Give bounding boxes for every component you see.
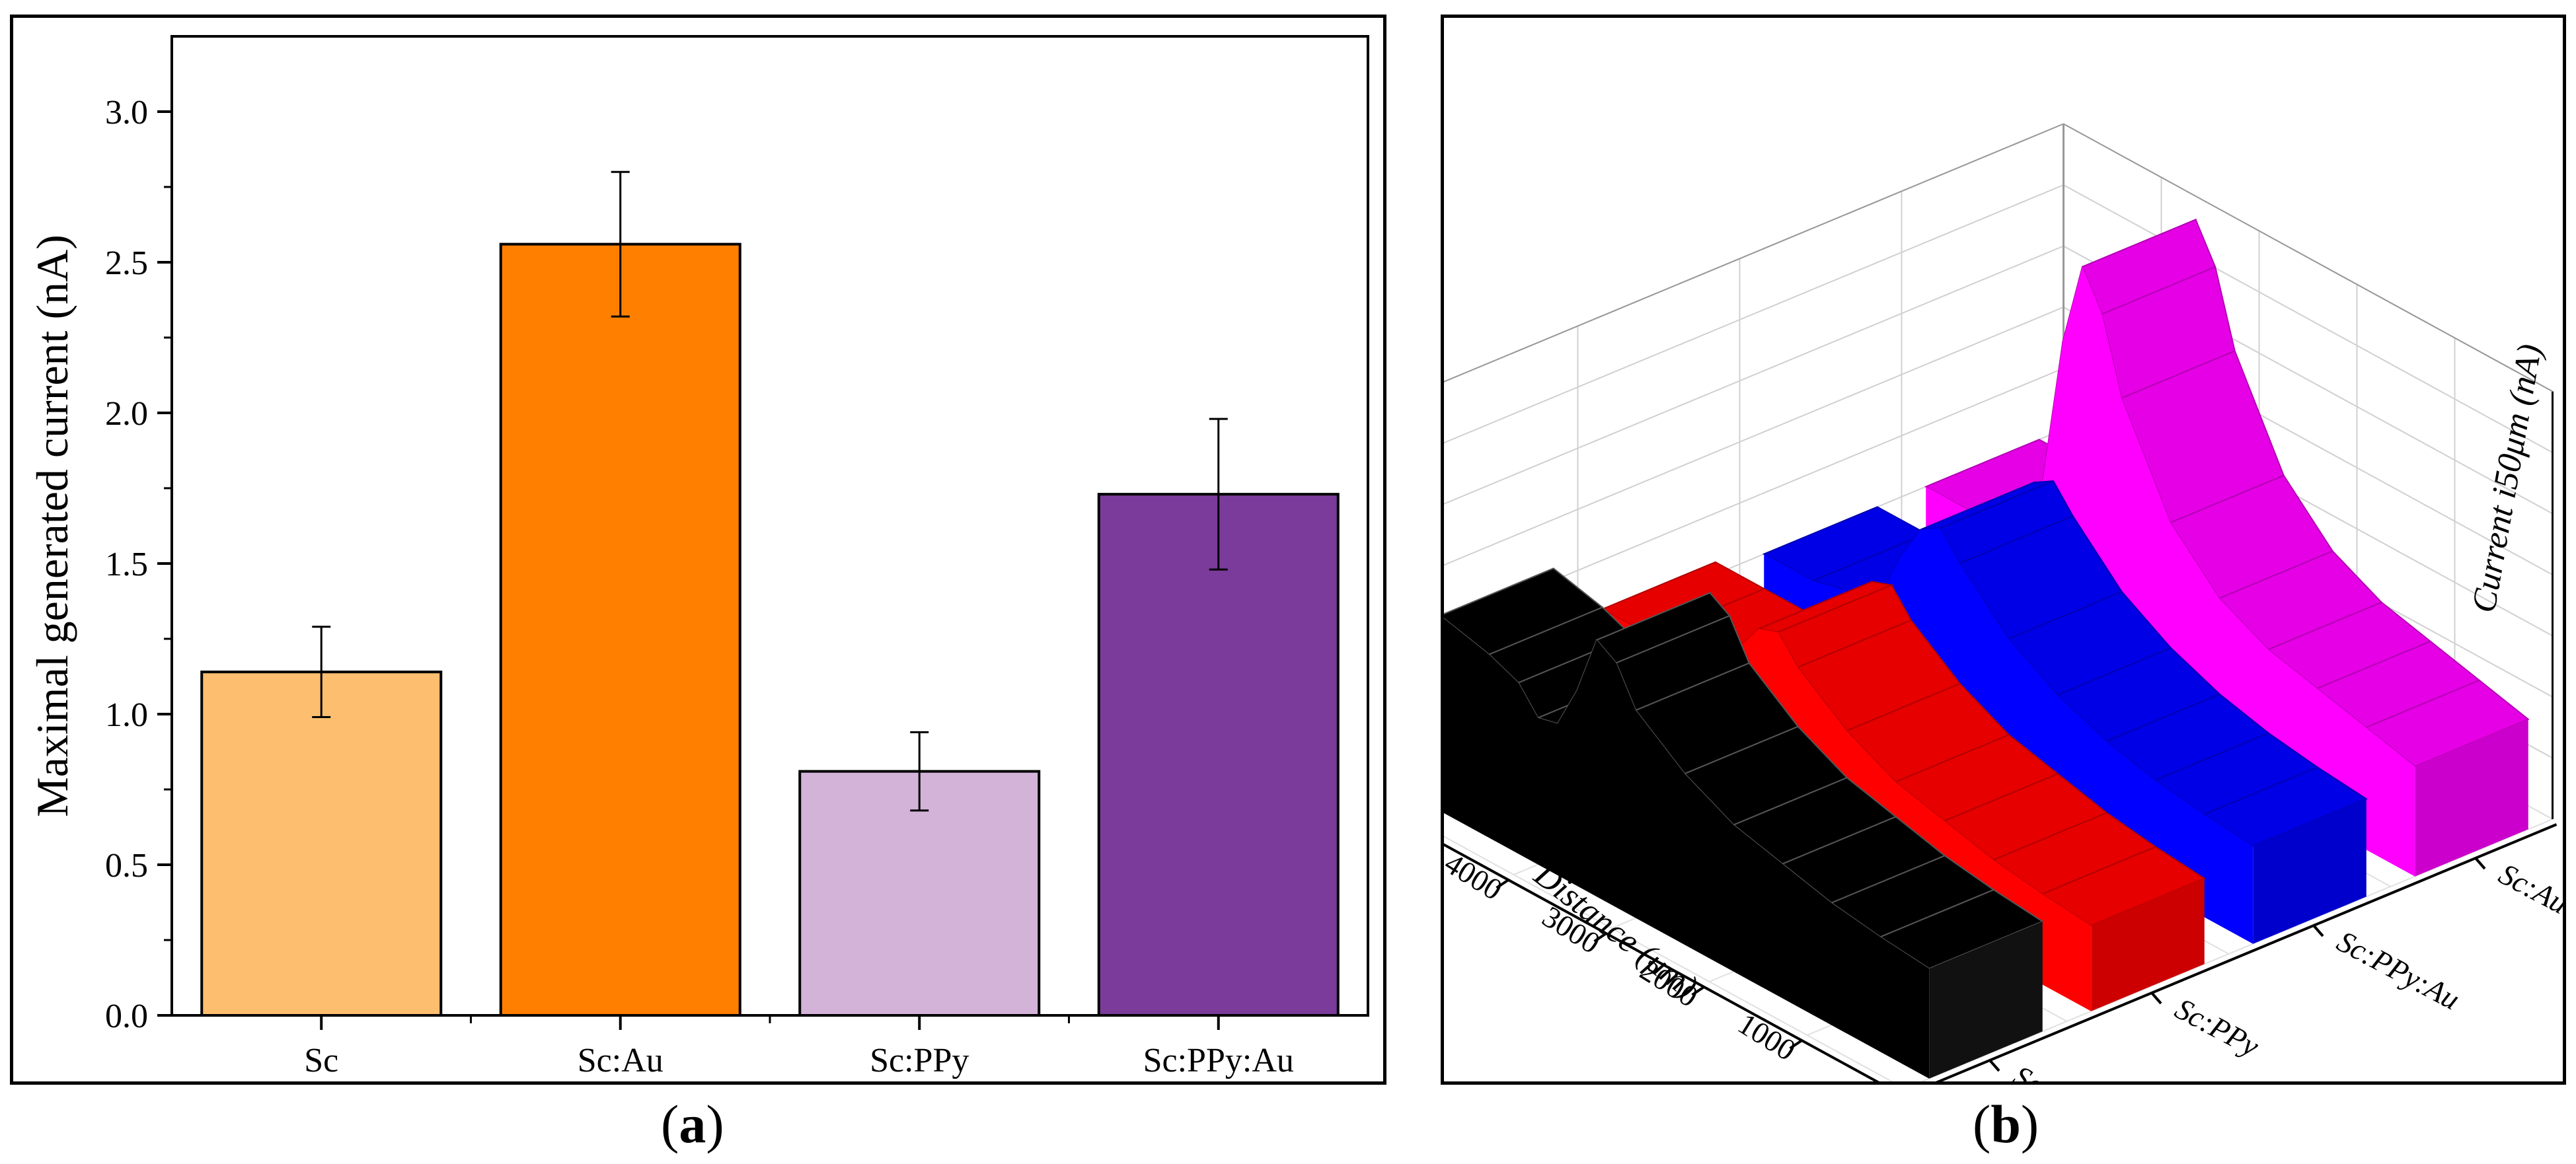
series-tick-label: Sc:PPy [2170,992,2265,1064]
series-tick-label: Sc:PPy:Au [2331,924,2465,1017]
series-tick-label: Sc [2008,1059,2049,1081]
x-tick-label: Sc:PPy [870,1042,969,1079]
y-tick-label: 0.0 [105,998,148,1035]
panel-a-label: a [679,1094,706,1154]
series-Sc [1439,567,2044,1079]
x-tick-label: Sc:PPy:Au [1143,1042,1294,1079]
series-Sc:Au [1924,218,2530,877]
box-edge [2063,123,2553,392]
y-tick-label: 2.0 [105,395,148,433]
x-tick-label: 4000 [1444,846,1508,906]
x-tick-label: 1000 [1732,1006,1801,1067]
x-tick-label: Sc:Au [578,1042,663,1079]
x-tick [1691,986,1705,996]
series-tick [1989,1059,2000,1072]
area-end-cap [2253,799,2367,944]
grid-line [1416,184,2064,455]
panel-a-frame: 0.0 0.5 1.0 1.5 2.0 2.5 3.0 Sc Sc:Au Sc:PPy Sc:PP… [10,15,1386,1085]
x-tick-label: Sc [304,1042,338,1079]
series-tick [2312,924,2324,937]
3d-area-chart: 0.00.51.01.5010002000300040005000ScSc:PP… [1341,123,2576,1120]
bar [200,671,443,1017]
grid-line [1416,123,2064,394]
x-tick [1496,879,1509,889]
bar [798,770,1041,1017]
x-tick [1593,932,1607,943]
grid-line [1416,820,1905,1089]
panel-a-caption: (a) [661,1094,724,1154]
panel-b-caption: (b) [1973,1094,2039,1154]
panel-b-label: b [1990,1094,2021,1154]
y-tick-label: 0.5 [105,847,148,885]
x-axis [1410,825,1901,1095]
area-face [1440,615,1930,1079]
area-end-cap [1929,921,2043,1079]
bar [499,242,741,1017]
series-tick [2150,992,2162,1005]
y-tick-label: 1.5 [105,546,148,583]
panel-b-frame: 0.00.51.01.5010002000300040005000ScSc:PP… [1341,15,2576,1120]
z-axis-label: Current i50μm (nA) [2465,342,2550,616]
series-tick [2474,857,2486,870]
y-axis-label: Maximal generated current (nA) [27,235,77,817]
area-end-cap [2415,719,2528,877]
box-edge [1416,123,2064,394]
y-tick-label: 2.5 [105,244,148,282]
bar [1097,493,1340,1017]
series-tick-label: Sc:Au [2493,857,2563,921]
area-face [1926,266,2415,877]
y-tick-label: 3.0 [105,94,148,131]
series-axis [1908,823,2557,1095]
grid-line [2063,184,2553,453]
y-tick-label: 1.0 [105,696,148,734]
bar-chart: 0.0 0.5 1.0 1.5 2.0 2.5 3.0 Sc Sc:Au Sc:PPy Sc:PP… [27,35,1369,1079]
x-tick [1789,1039,1803,1050]
area-end-cap [2091,878,2205,1011]
